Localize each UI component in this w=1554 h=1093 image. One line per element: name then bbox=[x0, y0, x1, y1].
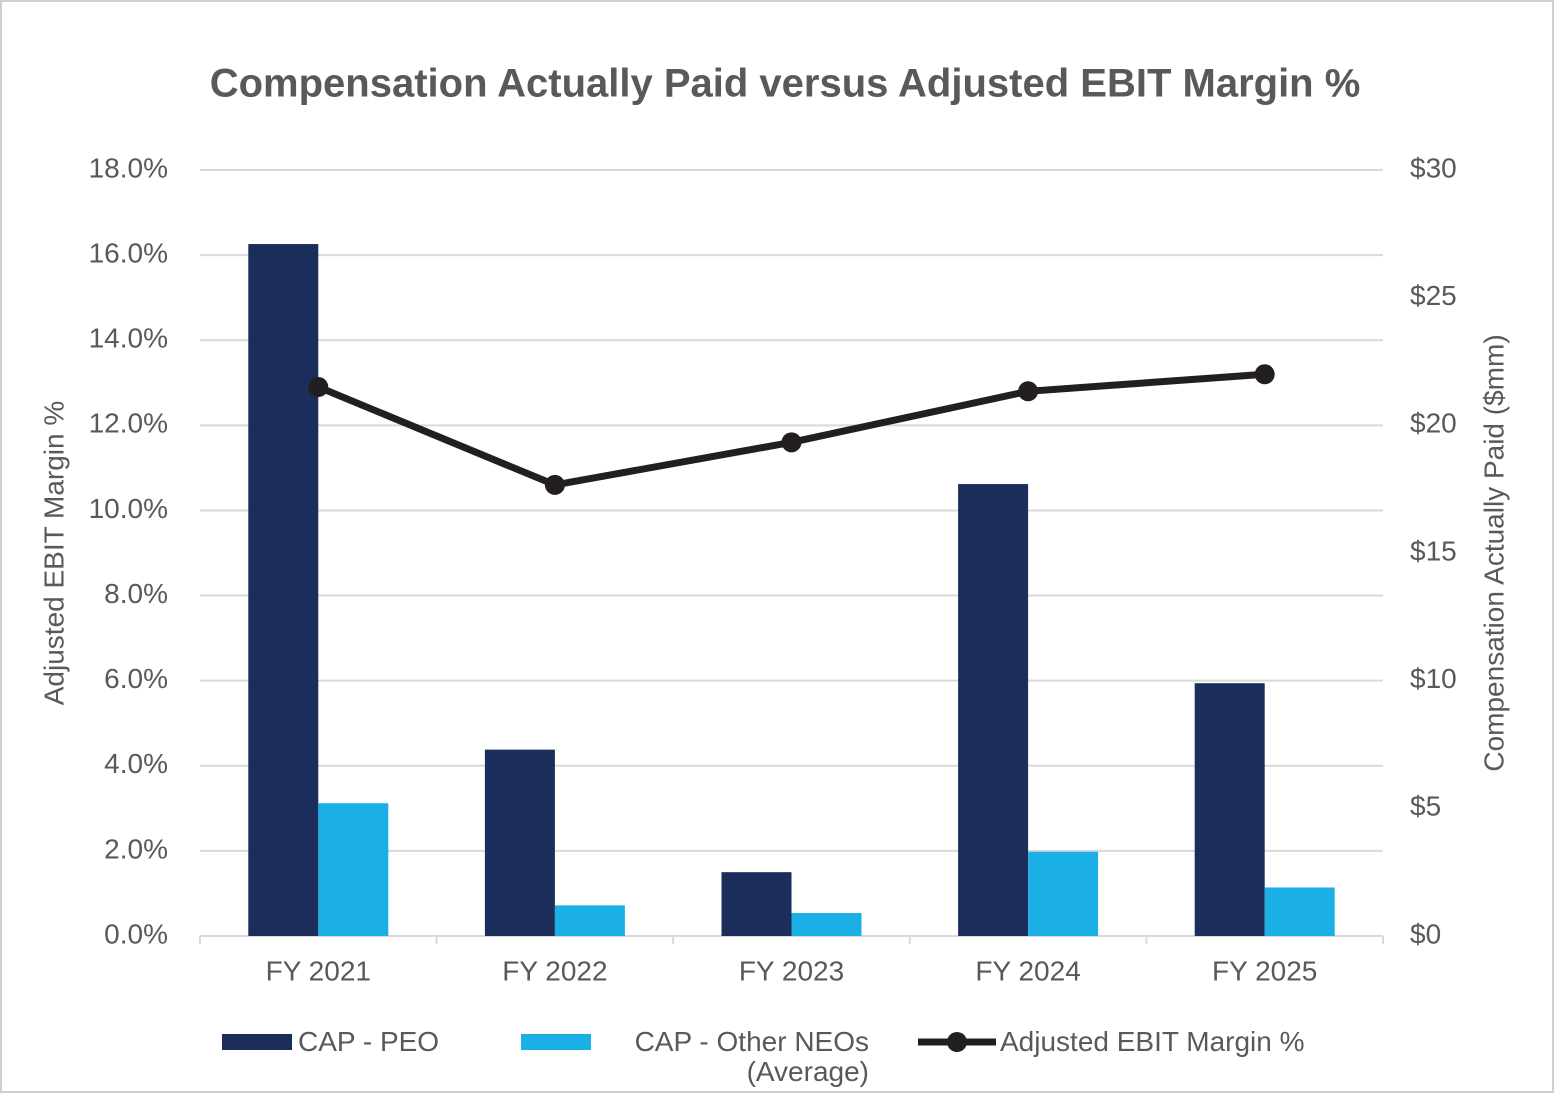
y-tick-label: 8.0% bbox=[104, 578, 168, 609]
legend-label: Adjusted EBIT Margin % bbox=[1000, 1026, 1305, 1057]
line-marker bbox=[544, 474, 565, 495]
chart-title: Compensation Actually Paid versus Adjust… bbox=[210, 62, 1361, 106]
x-tick-label: FY 2023 bbox=[739, 955, 844, 986]
legend-label: CAP - PEO bbox=[298, 1026, 440, 1057]
x-tick-label: FY 2022 bbox=[502, 955, 607, 986]
y2-tick-label: $15 bbox=[1410, 535, 1457, 566]
x-tick-label: FY 2021 bbox=[266, 955, 371, 986]
line-marker bbox=[781, 432, 802, 453]
bar bbox=[721, 872, 792, 936]
y-tick-label: 4.0% bbox=[104, 748, 168, 779]
legend-swatch bbox=[521, 1034, 591, 1050]
bar bbox=[1028, 851, 1099, 936]
y2-tick-label: $0 bbox=[1410, 918, 1441, 949]
y-tick-label: 18.0% bbox=[89, 152, 168, 183]
y-tick-label: 2.0% bbox=[104, 833, 168, 864]
y-tick-label: 12.0% bbox=[89, 408, 168, 439]
bar bbox=[958, 484, 1029, 936]
y2-tick-label: $20 bbox=[1410, 408, 1457, 439]
legend-swatch bbox=[947, 1032, 967, 1052]
y-axis-label: Adjusted EBIT Margin % bbox=[38, 401, 69, 706]
y-tick-label: 6.0% bbox=[104, 663, 168, 694]
legend-swatch bbox=[222, 1034, 292, 1050]
y-tick-label: 0.0% bbox=[104, 918, 168, 949]
legend-label: CAP - Other NEOs (Average) bbox=[634, 1026, 869, 1087]
y2-tick-label: $10 bbox=[1410, 663, 1457, 694]
line-marker bbox=[308, 377, 329, 398]
line-marker bbox=[1018, 381, 1039, 402]
y2-tick-label: $5 bbox=[1410, 791, 1441, 822]
y2-tick-label: $25 bbox=[1410, 280, 1457, 311]
x-tick-label: FY 2024 bbox=[975, 955, 1080, 986]
y-tick-label: 14.0% bbox=[89, 323, 168, 354]
y2-tick-label: $30 bbox=[1410, 152, 1457, 183]
x-tick-label: FY 2025 bbox=[1212, 955, 1317, 986]
bar bbox=[484, 749, 555, 936]
line-marker bbox=[1254, 364, 1275, 385]
bar bbox=[318, 803, 389, 936]
bar bbox=[1194, 683, 1265, 936]
bar bbox=[248, 244, 319, 937]
y2-axis-label: Compensation Actually Paid ($mm) bbox=[1478, 334, 1509, 771]
y-tick-label: 10.0% bbox=[89, 493, 168, 524]
bar bbox=[1264, 887, 1335, 936]
bar bbox=[554, 905, 625, 936]
bar bbox=[791, 913, 862, 936]
y-tick-label: 16.0% bbox=[89, 238, 168, 269]
